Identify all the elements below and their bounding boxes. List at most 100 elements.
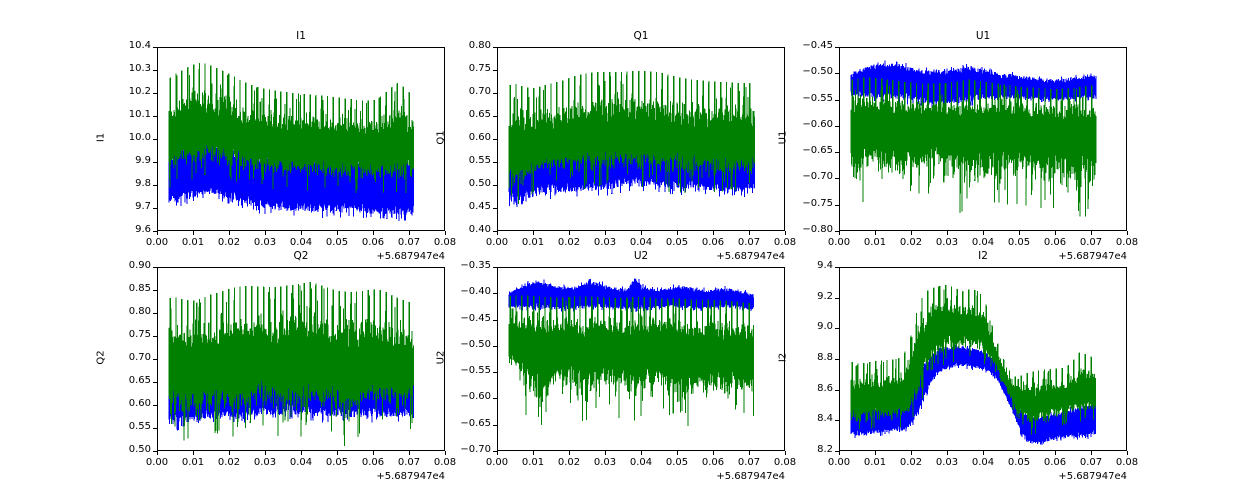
y-tickmark — [153, 139, 157, 140]
y-tickmark — [493, 293, 497, 294]
x-tick-label: 0.06 — [1043, 457, 1067, 468]
y-axis-label: U1 — [777, 130, 789, 145]
y-axis-label: U2 — [435, 350, 447, 365]
x-tick-label: 0.02 — [899, 457, 923, 468]
y-tickmark — [835, 126, 839, 127]
x-tickmark — [157, 231, 158, 235]
y-tickmark — [835, 328, 839, 329]
x-tick-label: 0.01 — [521, 237, 545, 248]
x-tickmark — [947, 231, 948, 235]
y-tick-label: 0.75 — [128, 329, 151, 340]
x-tickmark — [875, 231, 876, 235]
x-tick-label: 0.00 — [145, 237, 169, 248]
y-axis-label: I1 — [95, 132, 107, 143]
x-tick-label: 0.08 — [1115, 457, 1139, 468]
y-tick-label: −0.45 — [460, 312, 491, 324]
x-tick-label: 0.08 — [1115, 237, 1139, 248]
y-tick-label: 8.2 — [817, 444, 833, 455]
y-tickmark — [153, 359, 157, 360]
x-tickmark — [193, 231, 194, 235]
series-green — [168, 63, 415, 194]
x-tickmark — [409, 451, 410, 455]
series-blue — [168, 137, 415, 221]
y-tickmark — [493, 398, 497, 399]
y-tickmark — [493, 185, 497, 186]
x-tick-label: 0.06 — [1043, 237, 1067, 248]
x-tickmark — [373, 231, 374, 235]
y-axis-label: Q1 — [435, 130, 447, 145]
x-tickmark — [1055, 231, 1056, 235]
y-tickmark — [153, 116, 157, 117]
x-tickmark — [157, 451, 158, 455]
y-tick-label: 0.80 — [128, 306, 151, 317]
x-tick-label: 0.03 — [253, 457, 277, 468]
series-blue — [508, 278, 755, 313]
y-tickmark — [153, 185, 157, 186]
x-tickmark — [677, 231, 678, 235]
x-tickmark — [839, 451, 840, 455]
x-tickmark — [641, 231, 642, 235]
x-tickmark — [265, 231, 266, 235]
y-tickmark — [153, 162, 157, 163]
y-tickmark — [493, 208, 497, 209]
x-tickmark — [1055, 451, 1056, 455]
y-tick-label: 0.90 — [128, 260, 151, 271]
x-tick-label: 0.00 — [827, 457, 851, 468]
y-axis-label: I2 — [777, 352, 789, 363]
plot-area — [839, 47, 1127, 231]
y-tick-label: 9.0 — [817, 321, 833, 333]
y-tickmark — [153, 93, 157, 94]
x-tickmark — [677, 451, 678, 455]
y-tick-label: 0.40 — [468, 224, 491, 235]
y-tick-label: 0.50 — [128, 444, 151, 455]
x-tick-label: 0.01 — [863, 457, 887, 468]
y-tickmark — [493, 139, 497, 140]
x-tickmark — [301, 231, 302, 235]
x-tick-label: 0.04 — [971, 237, 995, 248]
y-tick-label: 0.80 — [468, 40, 491, 51]
y-tick-label: −0.35 — [460, 260, 491, 271]
x-tickmark — [265, 451, 266, 455]
x-tick-label: 0.00 — [485, 237, 509, 248]
subplot-title: Q1 — [633, 30, 649, 42]
y-tickmark — [835, 178, 839, 179]
y-tick-label: 0.55 — [468, 155, 491, 166]
y-tickmark — [153, 382, 157, 383]
x-axis-offset-label: +5.687947e4 — [376, 251, 445, 262]
y-tickmark — [835, 100, 839, 101]
x-tick-label: 0.01 — [521, 457, 545, 468]
y-tick-label: 10.3 — [128, 63, 151, 74]
subplot-title: U2 — [633, 250, 649, 262]
x-tickmark — [911, 451, 912, 455]
y-tickmark — [835, 47, 839, 48]
x-tick-label: 0.07 — [737, 237, 761, 248]
x-tickmark — [533, 231, 534, 235]
x-tickmark — [641, 451, 642, 455]
x-tickmark — [713, 451, 714, 455]
x-tick-label: 0.07 — [737, 457, 761, 468]
x-tickmark — [605, 451, 606, 455]
y-tickmark — [153, 428, 157, 429]
plot-area — [157, 47, 445, 231]
x-axis-offset-label: +5.687947e4 — [716, 251, 785, 262]
y-tickmark — [493, 451, 497, 452]
x-tick-label: 0.05 — [1007, 457, 1031, 468]
x-tickmark — [1019, 231, 1020, 235]
x-tick-label: 0.00 — [145, 457, 169, 468]
x-tick-label: 0.04 — [289, 457, 313, 468]
y-tick-label: −0.75 — [802, 197, 833, 209]
y-tick-label: −0.60 — [802, 118, 833, 130]
subplot-title: U1 — [975, 30, 991, 42]
x-tick-label: 0.01 — [863, 237, 887, 248]
x-tickmark — [1019, 451, 1020, 455]
x-tick-label: 0.03 — [935, 457, 959, 468]
x-tick-label: 0.02 — [557, 457, 581, 468]
x-tickmark — [983, 451, 984, 455]
series-green — [850, 284, 1097, 435]
x-tickmark — [445, 451, 446, 455]
x-tickmark — [1127, 231, 1128, 235]
subplot-title: I1 — [296, 30, 306, 42]
y-tick-label: −0.50 — [460, 338, 491, 350]
y-tickmark — [493, 47, 497, 48]
y-tick-label: 9.6 — [135, 224, 151, 235]
